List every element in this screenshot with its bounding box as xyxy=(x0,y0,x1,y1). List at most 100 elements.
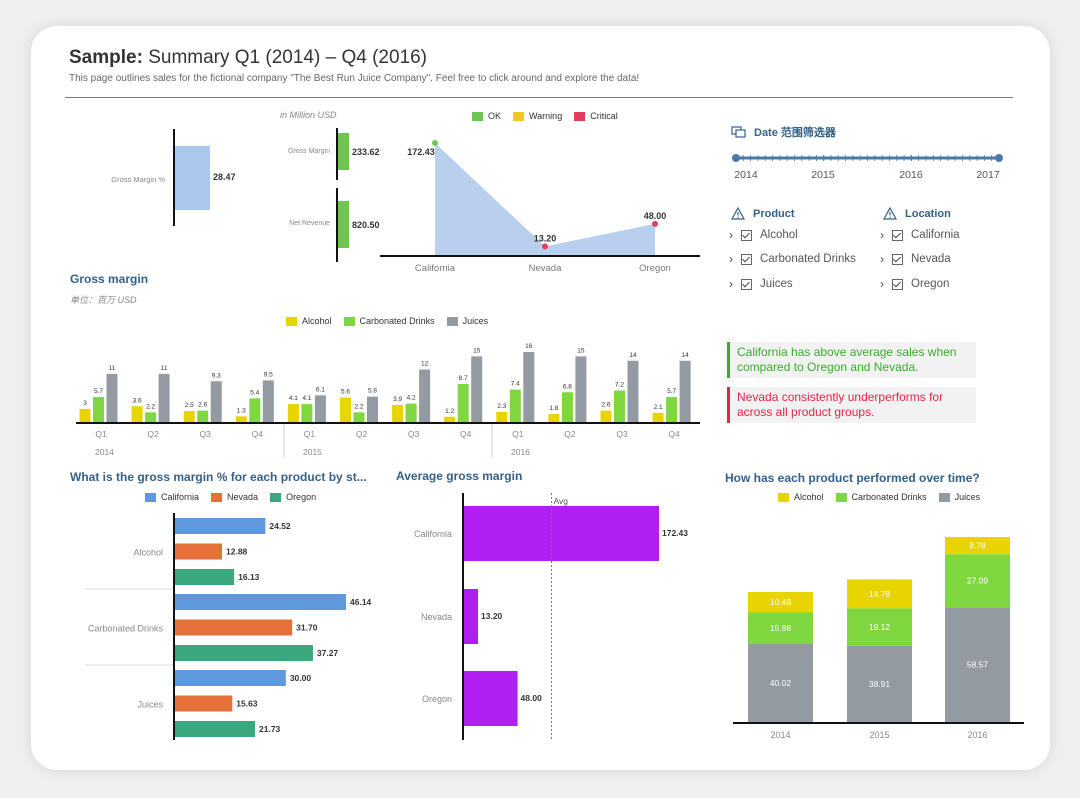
category-label: Oregon xyxy=(639,263,671,274)
legend-critical[interactable]: Critical xyxy=(574,111,618,121)
segment-label: 15.88 xyxy=(770,623,792,633)
legend-ok[interactable]: OK xyxy=(472,111,501,121)
bar-segment xyxy=(748,591,813,613)
bar xyxy=(340,397,351,422)
bar xyxy=(627,360,639,422)
bar xyxy=(79,408,91,422)
checkbox[interactable] xyxy=(741,229,752,241)
category-label: Alcohol xyxy=(133,548,163,558)
bar xyxy=(174,543,223,560)
gross-margin-unit: 单位：百万 USD xyxy=(70,295,137,305)
checkbox[interactable] xyxy=(892,229,903,241)
data-label: 13.20 xyxy=(534,233,557,243)
chevron-right-icon[interactable]: › xyxy=(729,252,733,266)
filter-item-alcohol[interactable]: › Alcohol xyxy=(729,228,798,242)
bar-label: 2.6 xyxy=(601,402,610,409)
filter-item-california[interactable]: › California xyxy=(880,228,960,242)
checkbox[interactable] xyxy=(741,253,752,265)
legend-nevada[interactable]: Nevada xyxy=(211,492,258,502)
bar xyxy=(301,404,313,422)
category-label: 2015 xyxy=(869,730,889,740)
bar-label: 12 xyxy=(421,361,429,368)
bar-label: 46.14 xyxy=(350,597,372,607)
kpi-gross-margin[interactable]: Gross Margin 233.62 xyxy=(280,128,390,180)
legend-carbonated-drinks[interactable]: Carbonated Drinks xyxy=(343,316,435,326)
filter-item-nevada[interactable]: › Nevada xyxy=(880,252,951,266)
kpi-gross-margin-pct[interactable]: Gross Margin % 28.47 xyxy=(80,125,260,230)
slider-handle-start xyxy=(732,154,740,162)
bar xyxy=(174,594,346,610)
bar-label: 8.7 xyxy=(459,375,468,382)
filter-item-oregon[interactable]: › Oregon xyxy=(880,277,950,291)
bar-label: 3.6 xyxy=(133,397,142,404)
category-label: 2014 xyxy=(770,730,790,740)
chevron-right-icon[interactable]: › xyxy=(880,228,884,242)
legend-juices[interactable]: Juices xyxy=(446,316,488,326)
slider-handle-end xyxy=(995,154,1003,162)
checkbox[interactable] xyxy=(892,278,903,290)
bar-label: 11 xyxy=(109,365,116,372)
avg-label: Avg xyxy=(554,496,569,506)
bar-segment xyxy=(945,537,1010,555)
bar-label: 13.20 xyxy=(481,611,503,621)
chevron-right-icon[interactable]: › xyxy=(729,277,733,291)
legend-warning[interactable]: Warning xyxy=(513,111,562,121)
bar-label: 4.1 xyxy=(302,395,311,402)
segment-label: 27.09 xyxy=(967,576,989,586)
bar-segment xyxy=(847,645,912,722)
bar-label: 5.8 xyxy=(368,388,377,395)
legend-oregon[interactable]: Oregon xyxy=(270,492,316,502)
chevron-right-icon[interactable]: › xyxy=(880,252,884,266)
bar-label: 21.73 xyxy=(259,724,281,734)
bar xyxy=(471,356,483,422)
warning-triangle-icon xyxy=(730,206,746,220)
bar xyxy=(392,404,404,422)
bar xyxy=(314,395,326,422)
category-label: California xyxy=(415,263,456,274)
kpi-axis xyxy=(336,188,338,262)
bar xyxy=(444,416,456,422)
data-point xyxy=(432,140,438,146)
kpi-value: 28.47 xyxy=(213,172,236,182)
filter-item-carbonated-drinks[interactable]: › Carbonated Drinks xyxy=(729,252,856,266)
filter-item-juices[interactable]: › Juices xyxy=(729,277,793,291)
bar xyxy=(106,373,118,422)
kpi-value: 820.50 xyxy=(352,220,380,230)
legend-juices[interactable]: Juices xyxy=(938,492,980,502)
bar-label: 5.6 xyxy=(341,389,350,396)
checkbox[interactable] xyxy=(892,253,903,265)
location-filter-title: Location xyxy=(882,206,951,220)
bar-label: 6.8 xyxy=(563,383,572,390)
bar-label: 31.70 xyxy=(296,623,318,633)
quarter-label: Q1 xyxy=(95,429,107,439)
bar-label: 2.1 xyxy=(654,404,663,411)
bar-label: 1.8 xyxy=(549,405,558,412)
year-label: 2015 xyxy=(303,447,322,457)
legend-alcohol[interactable]: Alcohol xyxy=(286,316,332,326)
bar-label: 2.2 xyxy=(146,403,155,410)
bar-label: 3.9 xyxy=(393,396,402,403)
bar-label: 37.27 xyxy=(317,648,339,658)
legend-alcohol[interactable]: Alcohol xyxy=(778,492,824,502)
kpi-label: Net Revenue xyxy=(289,220,330,227)
bar-label: 14 xyxy=(629,352,637,359)
quarter-label: Q4 xyxy=(252,429,264,439)
legend-carbonated-drinks[interactable]: Carbonated Drinks xyxy=(835,492,927,502)
chevron-right-icon[interactable]: › xyxy=(729,228,733,242)
kpi-net-revenue[interactable]: Net Revenue 820.50 xyxy=(280,188,390,262)
bar-label: 2.2 xyxy=(354,403,363,410)
bar-label: 3 xyxy=(83,400,87,407)
legend-california[interactable]: California xyxy=(145,492,199,502)
slider-year-label: 2017 xyxy=(976,169,1000,181)
checkbox[interactable] xyxy=(741,278,752,290)
bar-label: 16 xyxy=(525,343,533,350)
category-label: Nevada xyxy=(421,612,452,622)
chevron-right-icon[interactable]: › xyxy=(880,277,884,291)
year-label: 2016 xyxy=(511,447,530,457)
